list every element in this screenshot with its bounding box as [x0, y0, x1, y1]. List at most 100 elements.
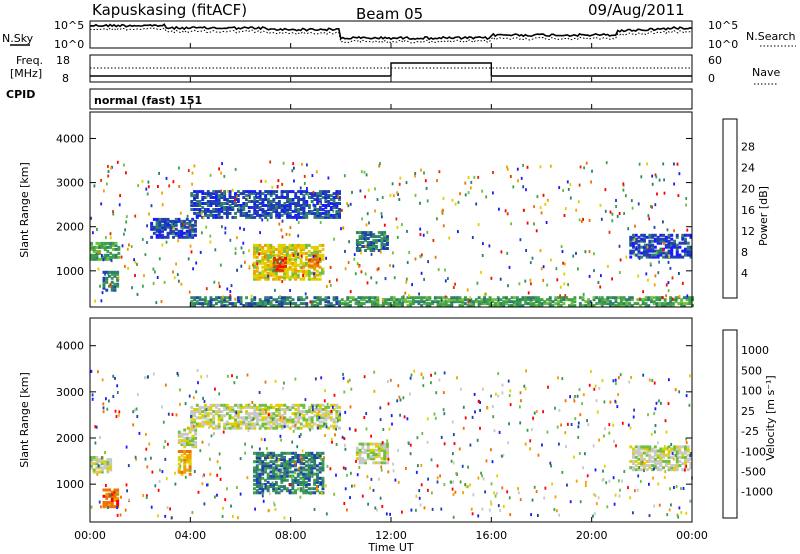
- heatmap-cell: [342, 226, 345, 230]
- heatmap-cell: [477, 304, 481, 308]
- heatmap-cell: [318, 255, 322, 259]
- heatmap-cell: [256, 418, 259, 422]
- heatmap-cell: [190, 208, 194, 211]
- heatmap-cell: [450, 296, 454, 300]
- heatmap-cell: [158, 227, 162, 231]
- heatmap-cell: [253, 255, 256, 259]
- heatmap-cell: [296, 456, 300, 459]
- heatmap-cell: [415, 494, 418, 498]
- heatmap-cell: [651, 233, 655, 237]
- heatmap-cell: [369, 486, 371, 490]
- heatmap-cell: [191, 428, 195, 432]
- heatmap-cell: [310, 487, 314, 491]
- heatmap-cell: [414, 193, 417, 197]
- heatmap-cell: [438, 378, 441, 382]
- heatmap-cell: [111, 247, 115, 251]
- heatmap-cell: [209, 211, 213, 215]
- heatmap-cell: [268, 492, 271, 496]
- heatmap-cell: [632, 451, 635, 455]
- heatmap-cell: [667, 245, 671, 249]
- heatmap-cell: [208, 426, 210, 430]
- heatmap-cell: [291, 491, 295, 495]
- heatmap-cell: [253, 451, 256, 455]
- heatmap-cell: [372, 235, 376, 239]
- heatmap-cell: [313, 206, 317, 209]
- heatmap-cell: [258, 245, 262, 249]
- heatmap-cell: [474, 298, 478, 302]
- heatmap-cell: [203, 502, 206, 506]
- heatmap-cell: [319, 221, 322, 224]
- heatmap-cell: [599, 285, 602, 289]
- noise-left-tick-bottom: 10^0: [54, 38, 84, 51]
- heatmap-cell: [261, 416, 265, 420]
- heatmap-cell: [280, 462, 284, 466]
- heatmap-cell: [430, 458, 433, 462]
- heatmap-cell: [172, 235, 175, 239]
- heatmap-cell: [272, 451, 276, 455]
- heatmap-cell: [261, 209, 265, 213]
- heatmap-cell: [600, 298, 604, 302]
- heatmap-cell: [261, 265, 265, 269]
- heatmap-cell: [209, 298, 213, 302]
- heatmap-cell: [447, 298, 451, 302]
- heatmap-cell: [294, 461, 297, 465]
- heatmap-cell: [535, 490, 538, 493]
- heatmap-cell: [247, 215, 251, 219]
- heatmap-cell: [681, 281, 684, 285]
- heatmap-cell: [201, 209, 205, 213]
- heatmap-cell: [442, 302, 445, 306]
- heatmap-cell: [123, 232, 125, 236]
- heatmap-cell: [316, 194, 320, 198]
- heatmap-cell: [577, 200, 580, 204]
- heatmap-cell: [220, 414, 224, 418]
- heatmap-cell: [231, 196, 235, 199]
- heatmap-cell: [623, 212, 625, 215]
- heatmap-cell: [667, 260, 670, 264]
- heatmap-cell: [632, 415, 635, 419]
- heatmap-cell: [332, 204, 336, 207]
- heatmap-cell: [329, 198, 333, 201]
- heatmap-cell: [316, 213, 320, 217]
- heatmap-cell: [379, 406, 382, 410]
- heatmap-cell: [667, 281, 670, 285]
- heatmap-cell: [277, 206, 281, 209]
- power-y-axis-label: Slant Range [km]: [18, 162, 31, 258]
- heatmap-cell: [225, 426, 229, 430]
- heatmap-cell: [277, 304, 281, 308]
- heatmap-cell: [632, 243, 635, 247]
- heatmap-cell: [277, 424, 281, 428]
- heatmap-cell: [313, 460, 317, 464]
- heatmap-cell: [380, 233, 384, 237]
- heatmap-cell: [417, 464, 419, 468]
- heatmap-cell: [255, 451, 259, 455]
- heatmap-cell: [236, 190, 240, 194]
- heatmap-cell: [436, 179, 438, 183]
- heatmap-cell: [622, 304, 626, 308]
- heatmap-cell: [667, 249, 671, 253]
- heatmap-cell: [669, 304, 673, 308]
- heatmap-cell: [178, 166, 180, 170]
- heatmap-cell: [302, 478, 306, 482]
- heatmap-cell: [117, 255, 121, 259]
- heatmap-cell: [109, 251, 113, 255]
- heatmap-cell: [686, 294, 689, 298]
- heatmap-cell: [180, 443, 184, 447]
- heatmap-cell: [146, 192, 149, 196]
- heatmap-cell: [94, 425, 97, 429]
- heatmap-cell: [253, 196, 257, 199]
- heatmap-cell: [592, 298, 596, 302]
- heatmap-cell: [285, 464, 289, 468]
- heatmap-cell: [302, 213, 306, 217]
- heatmap-cell: [307, 466, 311, 470]
- heatmap-cell: [300, 254, 303, 258]
- heatmap-cell: [509, 389, 512, 393]
- heatmap-cell: [264, 196, 268, 199]
- heatmap-cell: [464, 193, 467, 197]
- heatmap-cell: [318, 480, 322, 484]
- heatmap-cell: [236, 486, 238, 489]
- heatmap-cell: [234, 196, 237, 199]
- heatmap-cell: [377, 239, 381, 243]
- heatmap-cell: [478, 400, 480, 403]
- heatmap-cell: [376, 300, 380, 304]
- heatmap-cell: [670, 253, 674, 257]
